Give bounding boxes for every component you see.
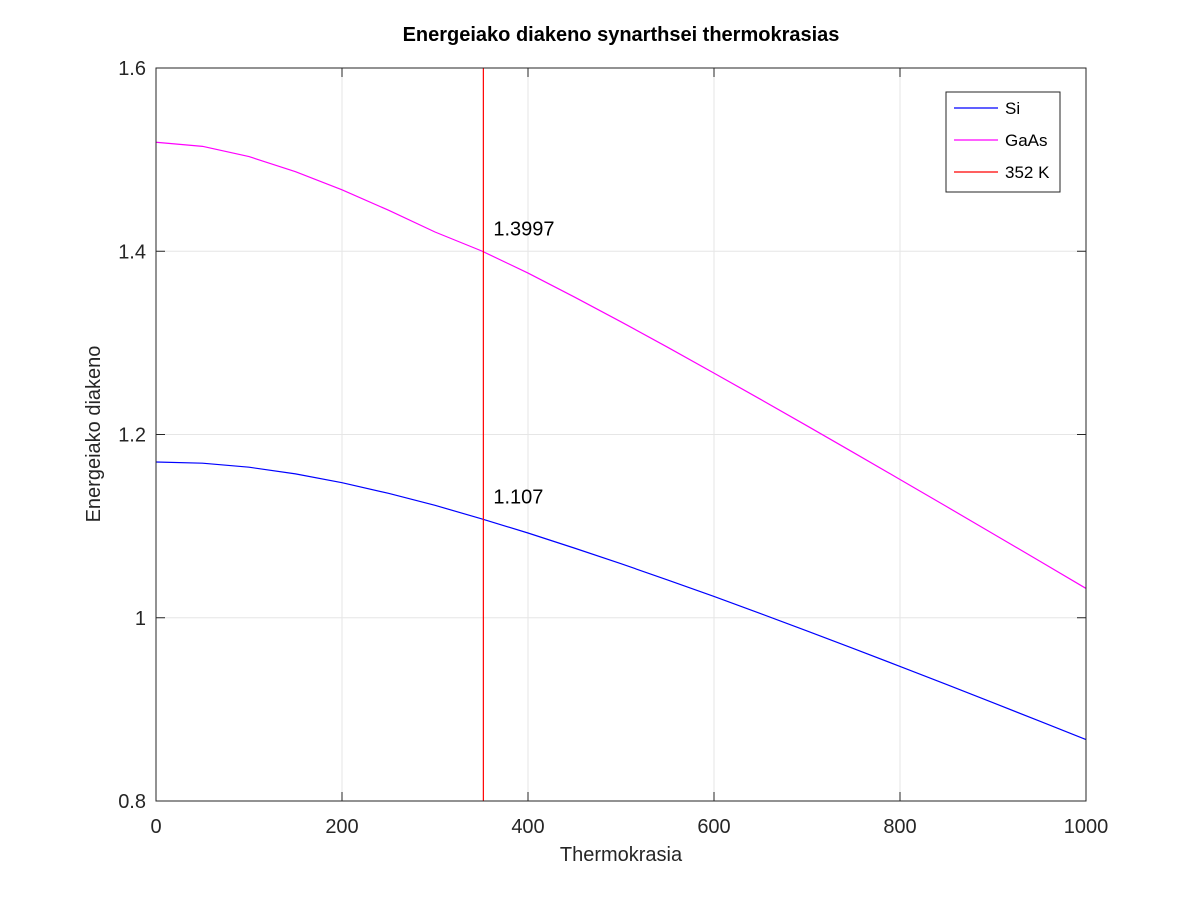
x-tick-label: 200 [325, 816, 358, 838]
series-layer [155, 68, 1087, 801]
series-line-gaas [155, 141, 1087, 589]
x-tick-label: 600 [697, 816, 730, 838]
x-tick-label: 1000 [1064, 816, 1109, 838]
y-tick-label: 1.6 [118, 58, 146, 80]
legend-label: 352 K [1005, 163, 1050, 182]
data-label: 1.107 [493, 487, 543, 509]
y-tick-label: 0.8 [118, 791, 146, 813]
series-line-si [155, 461, 1087, 741]
legend: Si GaAs 352 K [945, 91, 1061, 193]
data-label: 1.3997 [493, 219, 554, 241]
legend-label: GaAs [1005, 131, 1048, 150]
legend-box [945, 91, 1061, 193]
legend-label: Si [1005, 99, 1020, 118]
y-tick-label: 1.2 [118, 425, 146, 447]
y-tick-label: 1 [135, 608, 146, 630]
axes: 0 200 400 600 800 1000 0.8 1 1.2 1.4 1.6 [118, 58, 1108, 838]
annotations: 1.3997 1.107 [493, 219, 554, 509]
y-axis-label: Energeiako diakeno [83, 346, 105, 523]
y-tick-label: 1.4 [118, 241, 146, 263]
x-tick-label: 400 [511, 816, 544, 838]
chart-title: Energeiako diakeno synarthsei thermokras… [403, 24, 840, 46]
x-axis-label: Thermokrasia [560, 844, 683, 866]
x-tick-label: 0 [150, 816, 161, 838]
x-tick-label: 800 [883, 816, 916, 838]
